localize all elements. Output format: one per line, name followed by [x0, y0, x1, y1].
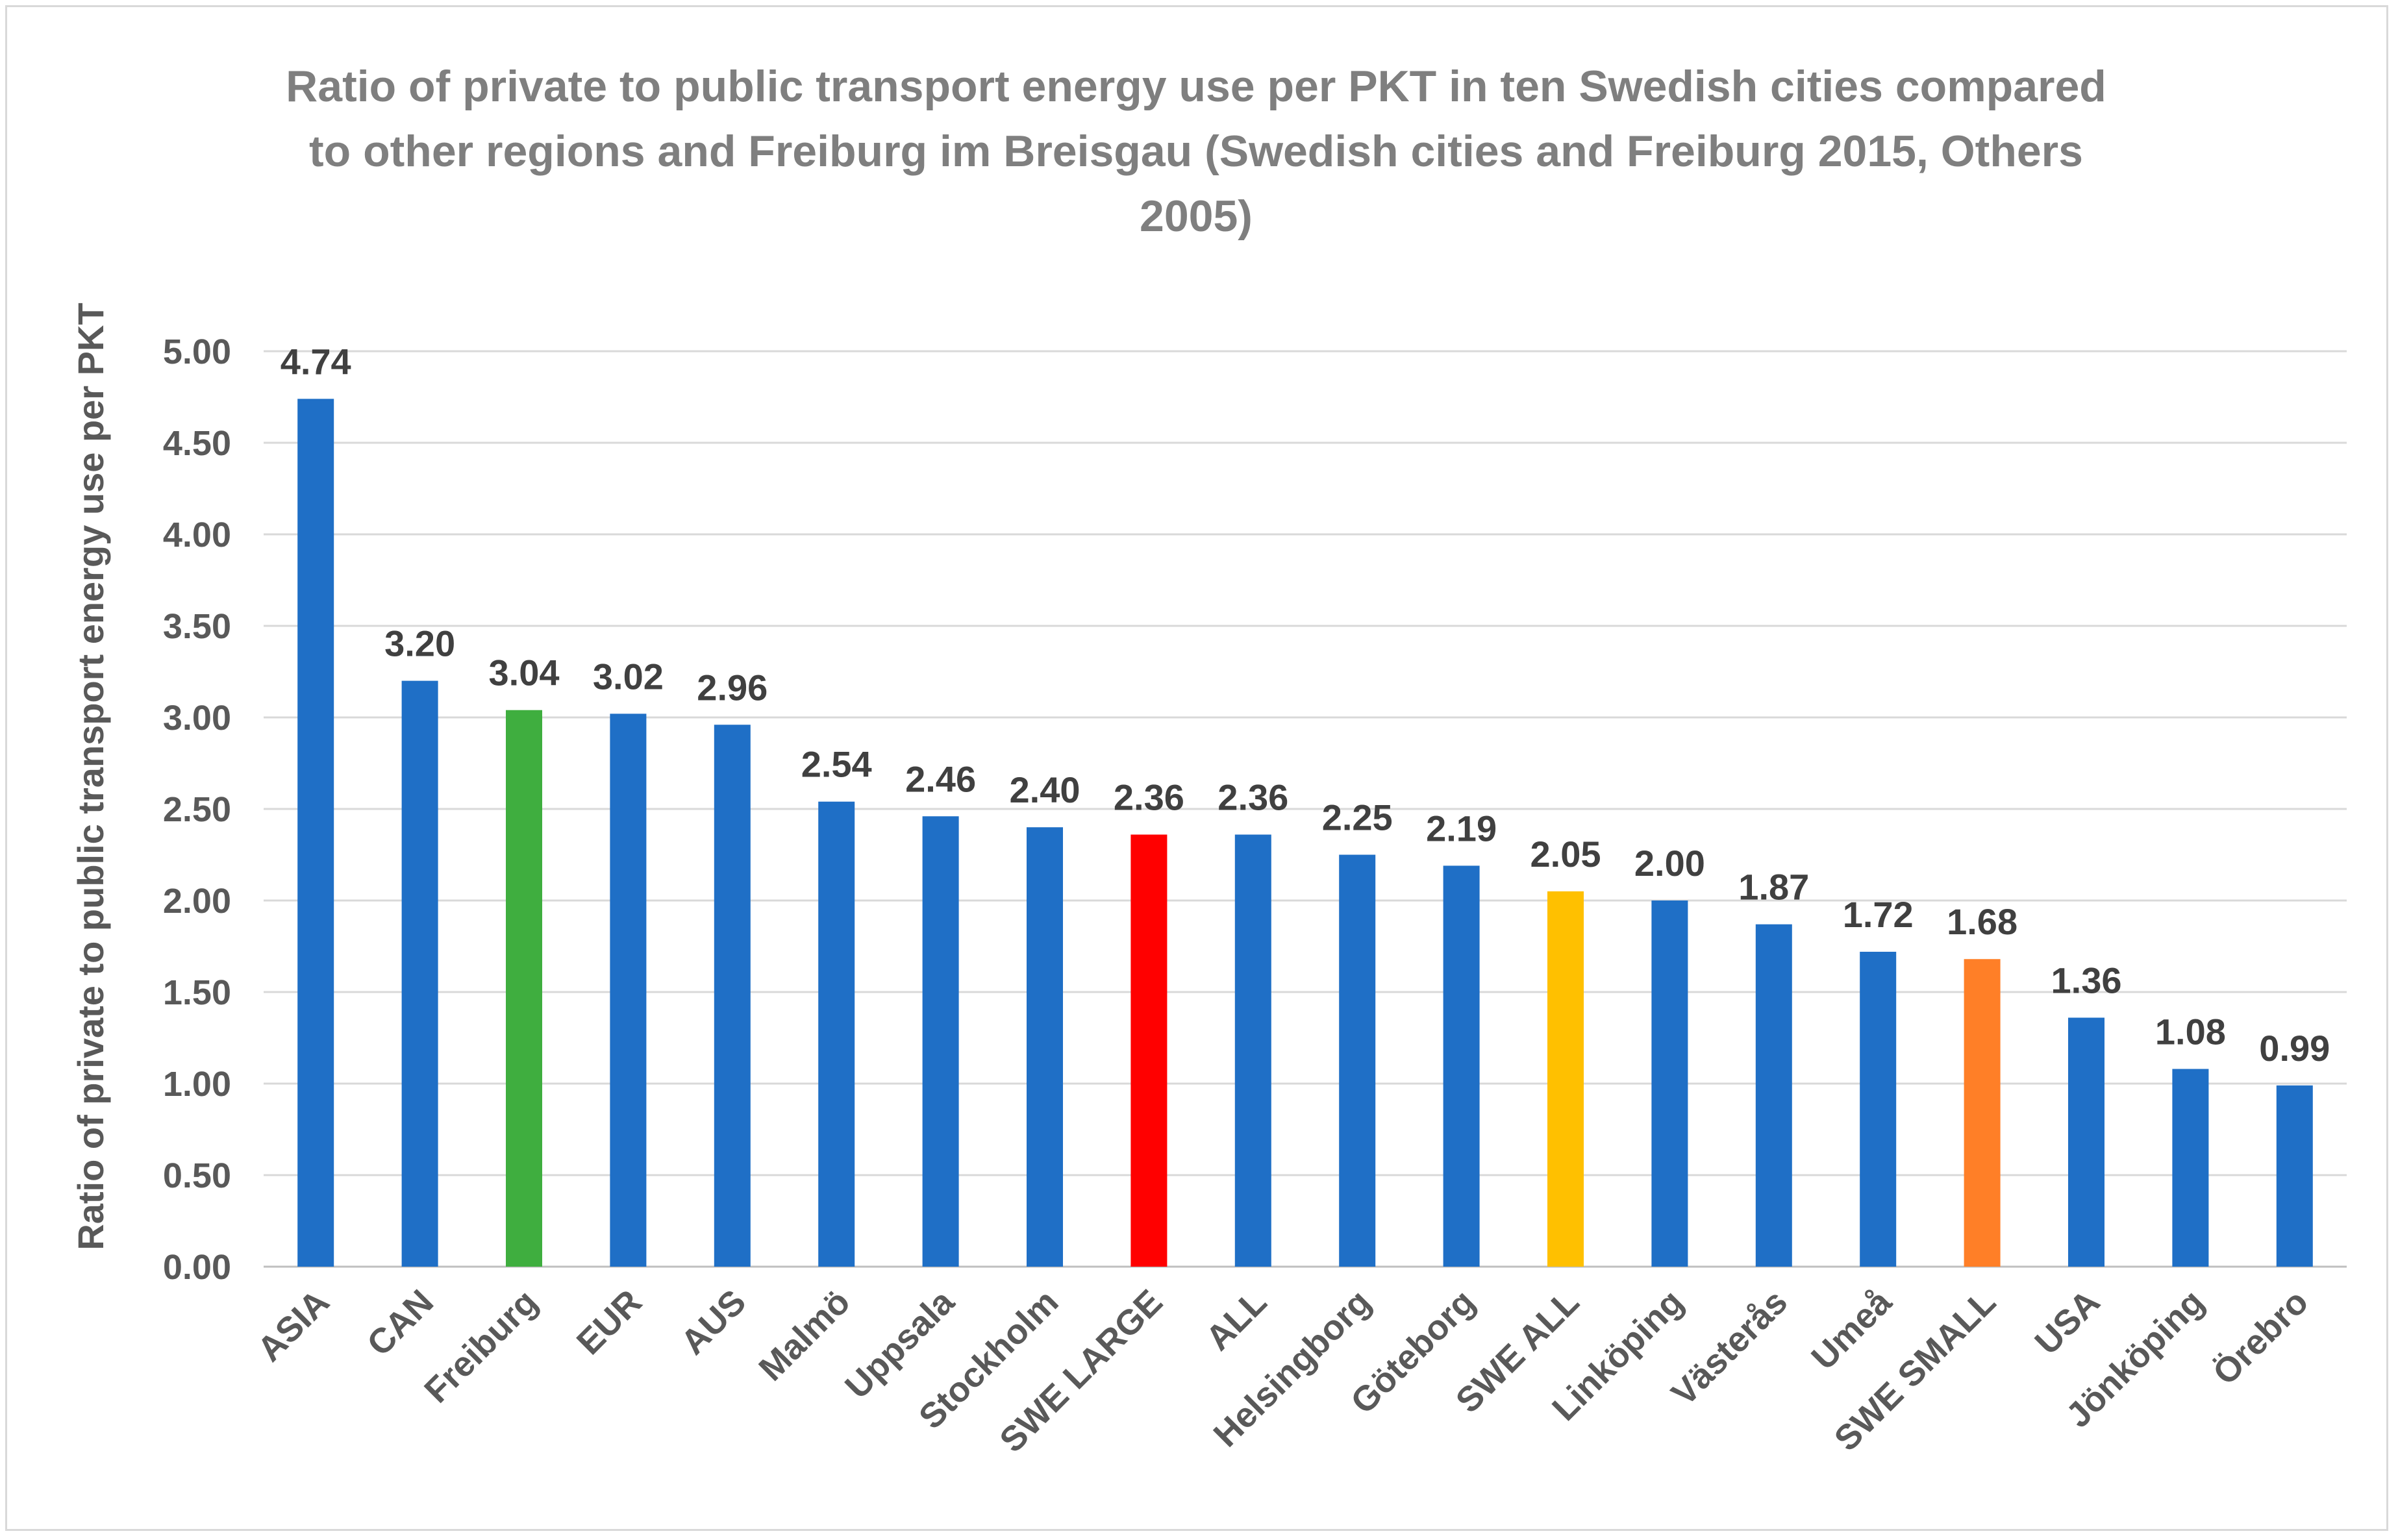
x-tick-label: USA: [2027, 1282, 2107, 1362]
data-label: 1.68: [1947, 901, 2017, 942]
data-label: 2.05: [1530, 834, 1601, 875]
data-label: 2.54: [801, 744, 872, 785]
x-tick-label: Örebro: [2206, 1282, 2316, 1393]
x-tick-label: Umeå: [1804, 1282, 1899, 1377]
bar: [818, 801, 855, 1267]
y-tick-label: 1.50: [163, 973, 231, 1012]
bar: [714, 725, 751, 1267]
bar: [610, 714, 647, 1267]
bar: [1755, 924, 1792, 1267]
chart-frame: Ratio of private to public transport ene…: [5, 5, 2388, 1531]
chart-title-line: to other regions and Freiburg im Breisga…: [309, 127, 2083, 176]
bar: [1234, 834, 1271, 1267]
y-tick-label: 5.00: [163, 332, 231, 371]
data-label: 1.87: [1738, 867, 1809, 908]
bar: [1860, 951, 1897, 1267]
y-tick-label: 3.50: [163, 607, 231, 646]
data-label: 2.40: [1010, 769, 1080, 810]
bar: [2276, 1085, 2313, 1267]
bar: [1964, 959, 2001, 1267]
bar: [506, 710, 542, 1267]
data-label: 3.02: [593, 656, 664, 697]
bar: [1130, 834, 1168, 1267]
y-tick-label: 1.00: [163, 1065, 231, 1104]
y-tick-label: 4.50: [163, 424, 231, 463]
gridlines: [264, 350, 2347, 1268]
y-tick-label: 0.00: [163, 1248, 231, 1287]
x-tick-label: Västerås: [1664, 1282, 1795, 1413]
data-label: 2.46: [905, 758, 976, 799]
bar-chart: Ratio of private to public transport ene…: [70, 62, 2347, 1460]
x-tick-label: EUR: [569, 1282, 649, 1362]
data-label: 2.19: [1426, 808, 1497, 849]
y-axis-title: Ratio of private to public transport ene…: [70, 303, 111, 1250]
data-label: 3.04: [489, 652, 560, 693]
data-label: 2.36: [1114, 776, 1184, 817]
bar: [1547, 891, 1584, 1267]
x-tick-label: AUS: [673, 1282, 753, 1362]
y-tick-label: 3.00: [163, 699, 231, 738]
x-tick-label: Freiburg: [417, 1282, 545, 1410]
y-axis-ticks: 0.00 0.50 1.00 1.50 2.00 2.50 3.00 3.50 4.00 4.50…: [163, 332, 231, 1287]
bar: [1651, 900, 1688, 1267]
y-tick-label: 2.00: [163, 882, 231, 921]
x-tick-label: Malmö: [751, 1282, 857, 1388]
data-label: 3.20: [384, 623, 455, 664]
data-label: 2.25: [1322, 797, 1393, 838]
bar: [401, 680, 438, 1267]
data-label: 2.36: [1218, 776, 1288, 817]
data-label: 1.36: [2051, 960, 2122, 1000]
bar: [922, 816, 959, 1267]
x-tick-label: ALL: [1199, 1282, 1275, 1358]
y-tick-label: 4.00: [163, 515, 231, 554]
bars: [297, 399, 2313, 1267]
data-label: 1.08: [2155, 1011, 2226, 1052]
bar: [1027, 827, 1063, 1267]
x-tick-label: CAN: [360, 1282, 441, 1363]
x-tick-label: ASIA: [250, 1282, 337, 1369]
bar: [1443, 865, 1480, 1267]
data-label: 0.99: [2259, 1028, 2330, 1069]
bar: [297, 399, 334, 1267]
chart-title-line: Ratio of private to public transport ene…: [286, 62, 2106, 111]
data-labels: 4.74 3.20 3.04 3.02 2.96 2.54 2.46 2.40 2.36 2.36…: [281, 341, 2330, 1069]
data-label: 1.72: [1843, 894, 1914, 935]
data-label: 4.74: [281, 341, 351, 382]
data-label: 2.96: [697, 667, 768, 708]
y-tick-label: 2.50: [163, 790, 231, 829]
data-label: 2.00: [1634, 843, 1705, 884]
bar: [1339, 854, 1376, 1267]
chart-title: Ratio of private to public transport ene…: [286, 62, 2106, 241]
y-tick-label: 0.50: [163, 1156, 231, 1195]
bar: [2172, 1069, 2209, 1267]
chart-title-line: 2005): [1140, 192, 1253, 241]
bar: [2068, 1017, 2104, 1267]
